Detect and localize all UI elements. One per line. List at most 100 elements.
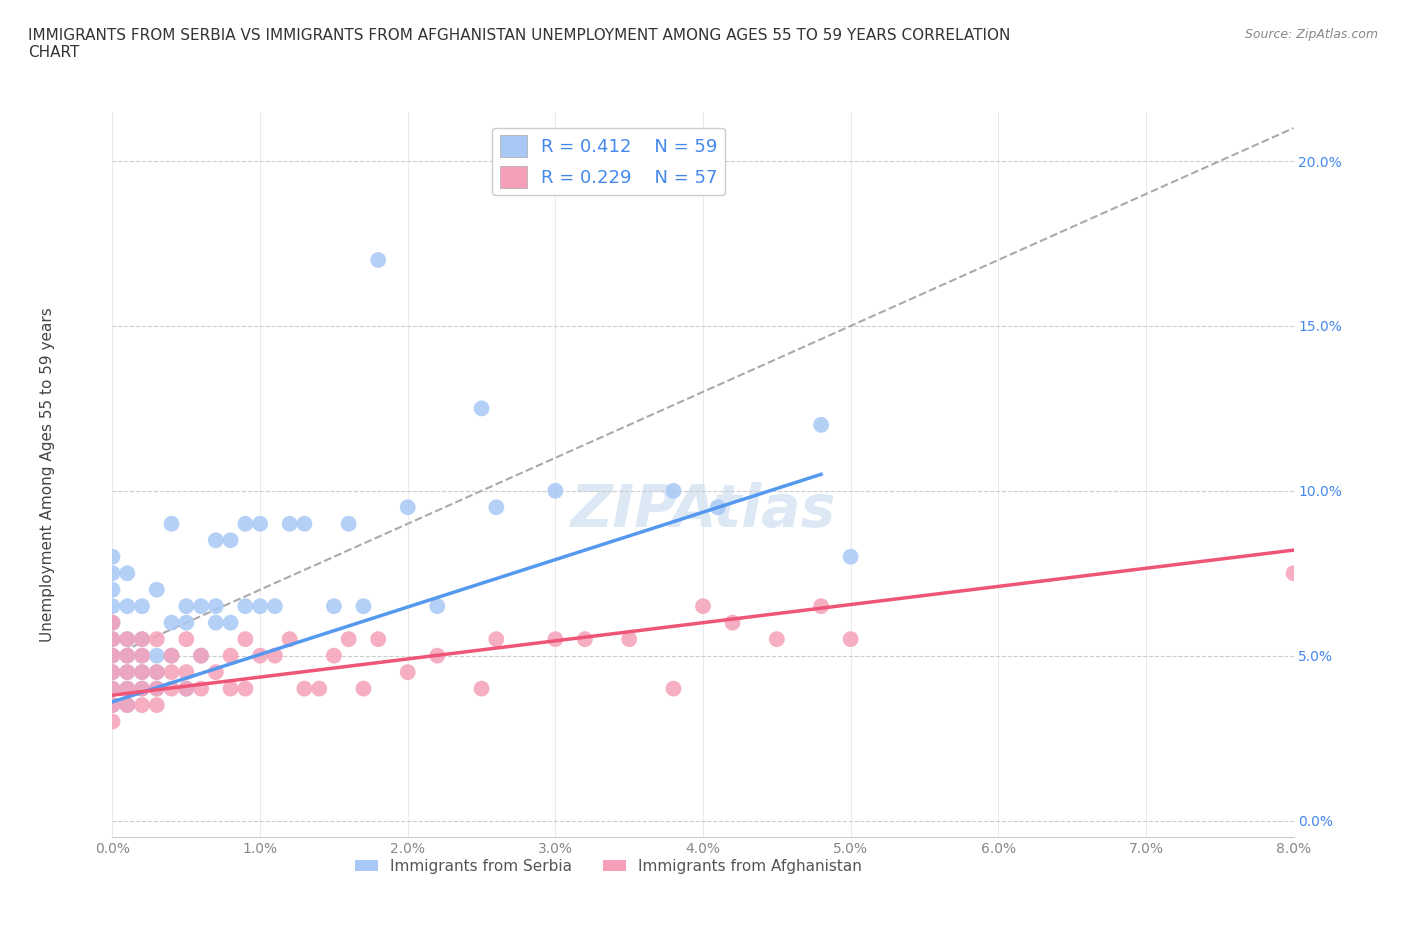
Point <box>117 599 138 614</box>
Point <box>765 631 787 646</box>
Point <box>721 616 744 631</box>
Point <box>205 533 228 548</box>
Point <box>131 681 153 696</box>
Point <box>174 616 197 631</box>
Point <box>426 599 449 614</box>
Point <box>174 665 197 680</box>
Point <box>117 631 138 646</box>
Point <box>233 599 256 614</box>
Point <box>367 631 389 646</box>
Text: IMMIGRANTS FROM SERBIA VS IMMIGRANTS FROM AFGHANISTAN UNEMPLOYMENT AMONG AGES 55: IMMIGRANTS FROM SERBIA VS IMMIGRANTS FRO… <box>28 28 1011 60</box>
Point <box>219 533 242 548</box>
Point <box>117 681 138 696</box>
Point <box>471 681 494 696</box>
Point <box>426 648 449 663</box>
Point <box>101 550 124 565</box>
Point <box>101 631 124 646</box>
Text: Unemployment Among Ages 55 to 59 years: Unemployment Among Ages 55 to 59 years <box>39 307 55 642</box>
Point <box>146 631 169 646</box>
Point <box>264 648 287 663</box>
Point <box>205 599 228 614</box>
Point <box>146 681 169 696</box>
Point <box>117 565 138 580</box>
Point <box>337 516 360 531</box>
Point <box>117 631 138 646</box>
Point <box>810 599 832 614</box>
Point <box>101 714 124 729</box>
Point <box>278 631 301 646</box>
Point <box>101 665 124 680</box>
Point <box>101 631 124 646</box>
Point <box>117 681 138 696</box>
Point <box>190 681 212 696</box>
Point <box>146 681 169 696</box>
Point <box>396 665 419 680</box>
Point <box>131 631 153 646</box>
Point <box>219 616 242 631</box>
Point <box>117 665 138 680</box>
Point <box>101 648 124 663</box>
Point <box>131 648 153 663</box>
Point <box>396 499 419 514</box>
Point <box>160 648 183 663</box>
Point <box>117 698 138 712</box>
Point <box>131 681 153 696</box>
Point <box>101 681 124 696</box>
Point <box>131 665 153 680</box>
Point <box>337 631 360 646</box>
Point <box>662 681 685 696</box>
Point <box>662 484 685 498</box>
Point <box>146 648 169 663</box>
Point <box>707 499 730 514</box>
Point <box>190 599 212 614</box>
Point <box>352 599 374 614</box>
Point <box>174 599 197 614</box>
Point <box>839 631 862 646</box>
Point <box>205 665 228 680</box>
Point <box>160 516 183 531</box>
Point <box>323 599 346 614</box>
Point <box>233 631 256 646</box>
Point <box>131 665 153 680</box>
Point <box>101 565 124 580</box>
Point <box>292 681 315 696</box>
Point <box>190 648 212 663</box>
Point <box>101 616 124 631</box>
Point <box>174 681 197 696</box>
Point <box>101 648 124 663</box>
Point <box>131 631 153 646</box>
Point <box>249 516 271 531</box>
Point <box>101 599 124 614</box>
Point <box>101 582 124 597</box>
Point <box>249 648 271 663</box>
Point <box>146 665 169 680</box>
Point <box>131 599 153 614</box>
Point <box>292 516 315 531</box>
Point <box>692 599 714 614</box>
Point <box>219 681 242 696</box>
Point <box>219 648 242 663</box>
Point <box>367 253 389 268</box>
Point <box>146 582 169 597</box>
Point <box>205 616 228 631</box>
Point <box>117 665 138 680</box>
Point <box>131 648 153 663</box>
Point <box>485 499 508 514</box>
Point <box>352 681 374 696</box>
Point <box>101 698 124 712</box>
Point <box>544 484 567 498</box>
Point <box>308 681 330 696</box>
Point <box>101 681 124 696</box>
Point <box>160 616 183 631</box>
Point <box>619 631 641 646</box>
Point <box>117 698 138 712</box>
Point <box>101 698 124 712</box>
Point <box>160 665 183 680</box>
Point <box>264 599 287 614</box>
Point <box>278 516 301 531</box>
Point <box>146 665 169 680</box>
Point <box>839 550 862 565</box>
Point <box>117 648 138 663</box>
Text: ZIPAtlas: ZIPAtlas <box>571 482 835 539</box>
Point <box>1282 565 1305 580</box>
